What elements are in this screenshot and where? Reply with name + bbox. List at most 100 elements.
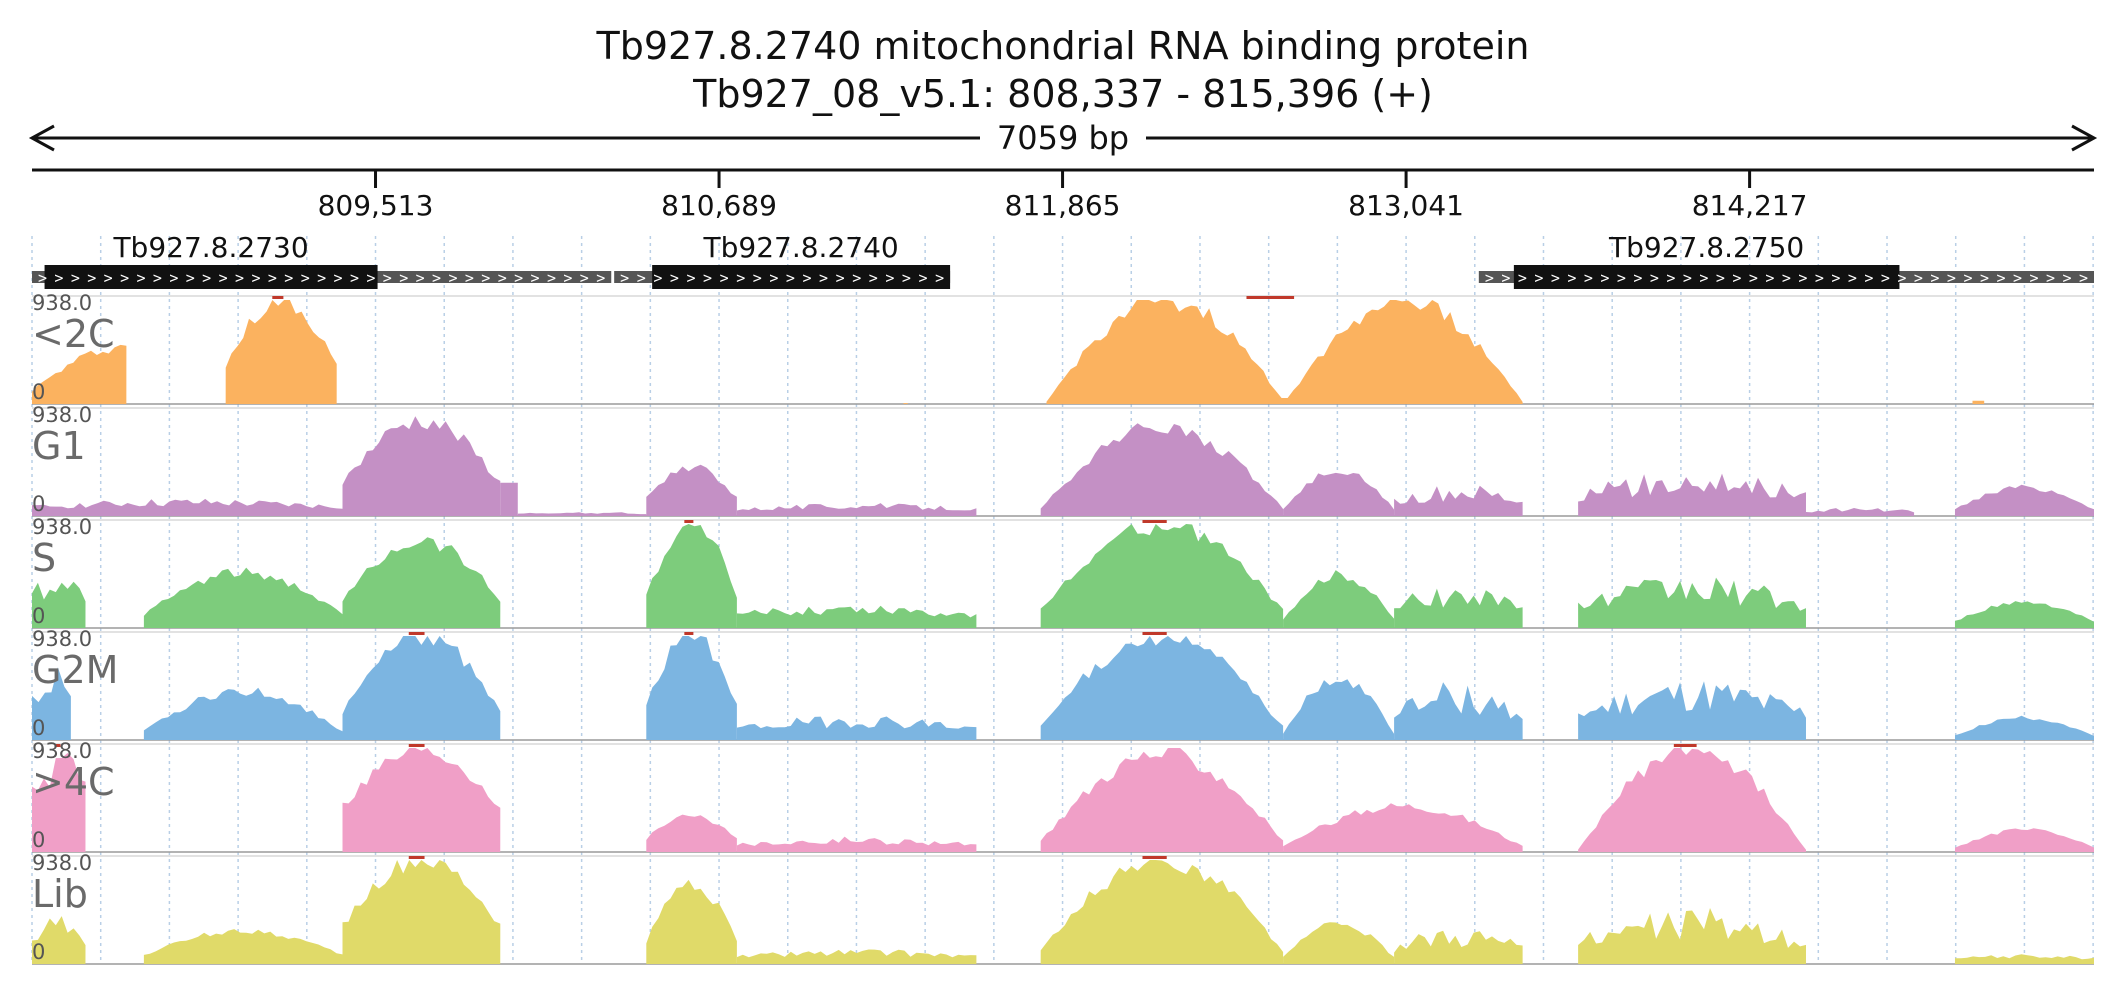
gene-models: > > > > > > > > > > > > > > > > > > > > … [32, 231, 2094, 289]
gene-strand-tb927-8-2750: > > > > > > > > > > > > > > > > > > > > … [1485, 269, 2088, 287]
coverage-s-1 [143, 567, 343, 628]
coverage-lib-2 [342, 860, 501, 964]
gene-strand-tb927-8-2730: > > > > > > > > > > > > > > > > > > > > … [38, 269, 605, 287]
clip-mark-s-5 [1142, 520, 1167, 523]
track-ymin-2: 0 [32, 604, 45, 628]
coverage-s-5 [1040, 524, 1284, 628]
span-arrowhead-left [28, 124, 55, 152]
coverage-4c-4 [1040, 748, 1284, 852]
track-ymin-5: 0 [32, 940, 45, 964]
coverage-2c-1 [225, 300, 337, 404]
coverage-g2m-3 [646, 636, 737, 740]
span-label: 7059 bp [997, 119, 1129, 157]
track-ymin-1: 0 [32, 492, 45, 516]
track-name-4: >4C [32, 760, 115, 804]
coverage-lib-8 [1578, 908, 1806, 964]
coverage-4c-6 [1578, 748, 1806, 852]
span-arrow: 7059 bp [28, 119, 2098, 157]
coverage-lib-0 [32, 916, 86, 964]
track-ymax-3: 938.0 [32, 627, 92, 651]
coverage-s-4 [736, 605, 977, 628]
tick-label-2: 811,865 [1005, 189, 1121, 222]
coverage-g1-4 [646, 464, 737, 516]
coverage-g2m-6 [1283, 679, 1395, 740]
track-2c: 938.0 0 <2C [32, 291, 2094, 405]
coverage-s-8 [1578, 577, 1806, 628]
coverage-s-0 [32, 581, 86, 628]
track-name-1: G1 [32, 424, 86, 468]
coverage-2c-2 [903, 403, 908, 404]
clip-mark-2c-1 [272, 296, 284, 299]
coverage-g1-3 [517, 512, 647, 516]
coverage-lib-3 [646, 879, 737, 964]
coverage-g1-5 [736, 503, 977, 516]
track-g2m: 938.0 0 G2M [32, 627, 2094, 741]
clip-mark-4c-6 [1673, 744, 1697, 747]
coverage-s-3 [646, 524, 737, 628]
coverage-g2m-9 [1954, 715, 2094, 740]
coverage-lib-1 [143, 929, 343, 964]
coverage-lib-4 [736, 949, 977, 964]
tick-label-4: 814,217 [1692, 189, 1808, 222]
track-ymax-1: 938.0 [32, 403, 92, 427]
coverage-4c-7 [1954, 828, 2094, 852]
clip-mark-lib-2 [408, 856, 425, 859]
tick-label-0: 809,513 [318, 189, 434, 222]
coverage-tracks: 938.00<2C938.00G1938.00S938.00G2M938.00>… [32, 291, 2094, 965]
coverage-2c-4 [1972, 400, 1985, 404]
coverage-g2m-2 [342, 636, 501, 740]
track-ymin-4: 0 [32, 828, 45, 852]
gene-label-tb927-8-2750: Tb927.8.2750 [1608, 231, 1804, 264]
coverage-g1-7 [1283, 472, 1395, 516]
coverage-g1-11 [1954, 484, 2094, 516]
coverage-4c-5 [1283, 803, 1523, 852]
track-name-0: <2C [32, 312, 115, 356]
track-4c: 938.0 0 >4C [32, 739, 2094, 853]
coverage-g1-1 [342, 416, 501, 516]
track-ymax-0: 938.0 [32, 291, 92, 315]
coverage-g2m-5 [1040, 636, 1284, 740]
tick-label-3: 813,041 [1348, 189, 1464, 222]
chart-title: Tb927.8.2740 mitochondrial RNA binding p… [596, 24, 1530, 68]
coverage-lib-5 [1040, 860, 1284, 964]
coverage-g2m-1 [143, 687, 343, 740]
coverage-s-9 [1954, 601, 2094, 628]
clip-mark-4c-0 [54, 744, 61, 747]
coverage-lib-7 [1394, 930, 1523, 964]
coverage-g2m-8 [1578, 681, 1806, 740]
track-name-2: S [32, 536, 56, 580]
clip-mark-lib-5 [1142, 856, 1167, 859]
tick-label-1: 810,689 [661, 189, 777, 222]
clip-mark-g2m-5 [1142, 632, 1167, 635]
coverage-g1-9 [1578, 473, 1806, 516]
gene-cds-tb927-8-2750 [1513, 265, 1900, 289]
track-lib: 938.0 0 Lib [32, 851, 2094, 965]
coverage-g1-10 [1805, 508, 1915, 516]
coverage-lib-6 [1283, 922, 1395, 964]
genome-axis: 809,513 810,689 811,865 813,041 814,217 [32, 168, 2094, 222]
coverage-lib-9 [1954, 954, 2094, 964]
gene-cds-tb927-8-2730 [44, 265, 378, 289]
coverage-4c-2 [646, 814, 737, 852]
track-s: 938.0 0 S [32, 515, 2094, 629]
coverage-2c-0 [32, 344, 127, 404]
clip-mark-g2m-2 [408, 632, 425, 635]
chart-subtitle: Tb927_08_v5.1: 808,337 - 815,396 (+) [692, 72, 1433, 116]
track-ymax-4: 938.0 [32, 739, 92, 763]
coverage-4c-1 [342, 748, 501, 852]
span-arrowhead-right [2071, 124, 2098, 152]
track-name-3: G2M [32, 648, 118, 692]
clip-mark-g2m-3 [684, 632, 694, 635]
track-ymax-2: 938.0 [32, 515, 92, 539]
coverage-g1-2 [500, 482, 518, 516]
gene-label-tb927-8-2740: Tb927.8.2740 [703, 231, 899, 264]
coverage-g1-8 [1394, 485, 1523, 516]
coverage-g2m-7 [1394, 682, 1523, 740]
clip-mark-s-3 [684, 520, 694, 523]
clip-mark-4c-1 [408, 744, 425, 747]
coverage-2c-3 [1046, 300, 1523, 404]
coverage-s-2 [342, 537, 501, 628]
track-ymin-0: 0 [32, 380, 45, 404]
track-ymax-5: 938.0 [32, 851, 92, 875]
